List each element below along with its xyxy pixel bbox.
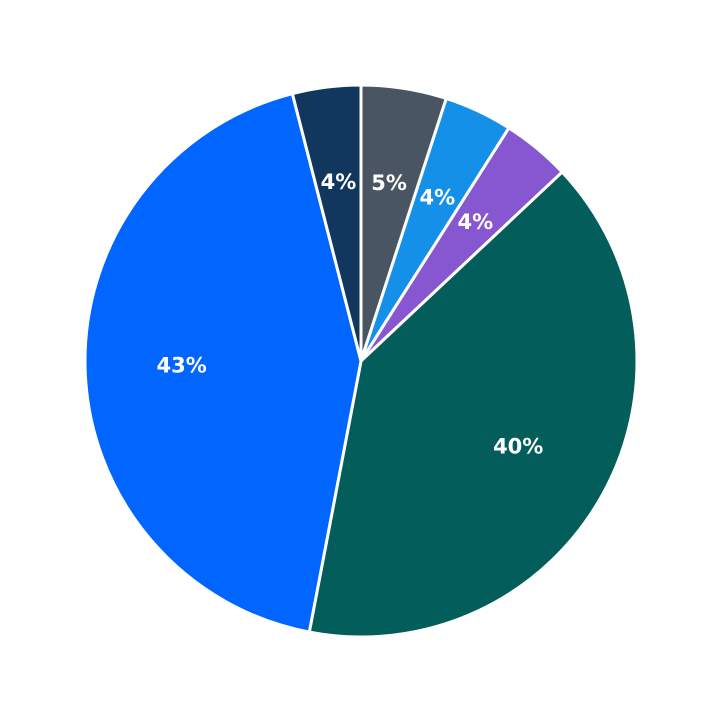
pie-slice <box>290 83 363 363</box>
value-label: 4% <box>321 170 357 194</box>
value-label: 40% <box>493 434 543 458</box>
pie-slice <box>307 170 639 639</box>
value-label: 5% <box>371 171 407 195</box>
value-label: 4% <box>458 210 494 234</box>
value-label: 43% <box>157 354 207 378</box>
pie-slice <box>83 92 363 634</box>
value-label: 4% <box>420 186 456 210</box>
